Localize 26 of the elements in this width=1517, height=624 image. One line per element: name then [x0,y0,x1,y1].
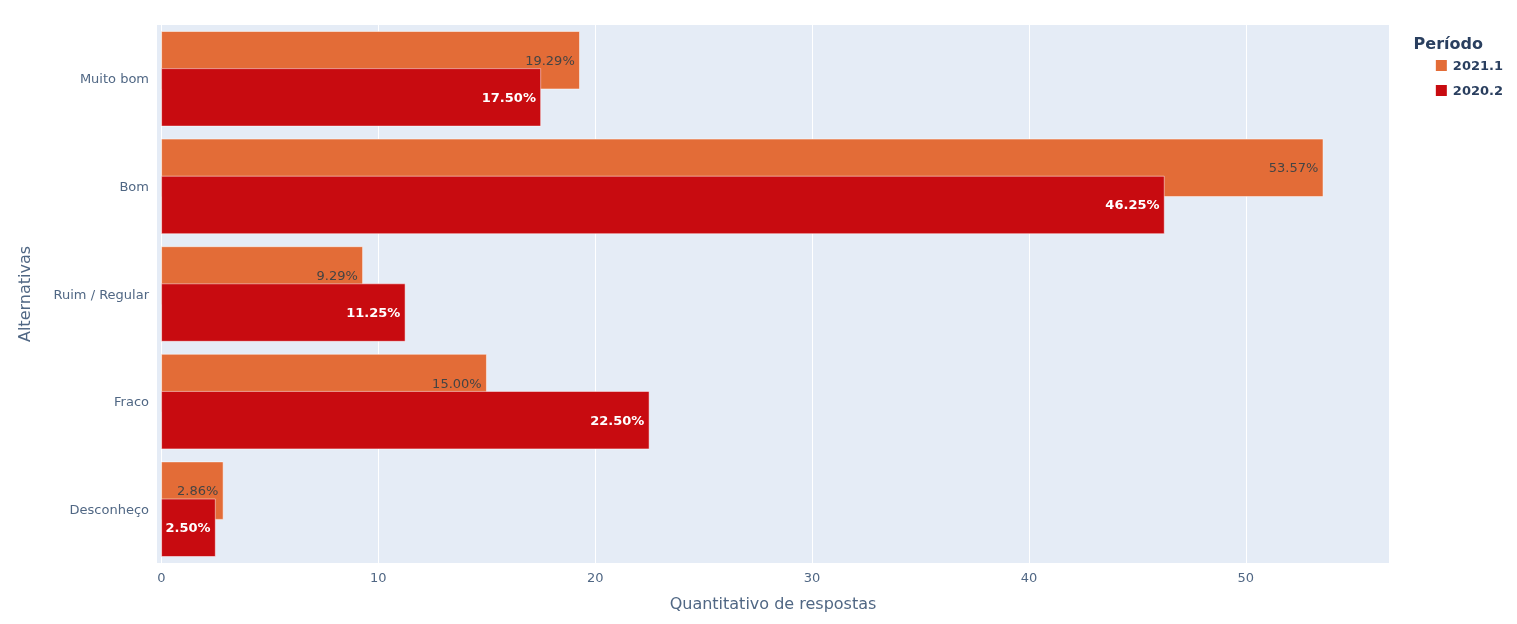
legend-title: Período [1413,33,1484,53]
x-tick-label: 30 [803,570,821,585]
y-tick-label: Bom [119,178,149,194]
x-tick-label: 40 [1020,570,1038,585]
y-tick-label: Ruim / Regular [53,286,150,302]
y-tick-label: Fraco [114,394,150,410]
data-label: 46.25% [1105,197,1160,213]
x-tick-label: 50 [1237,570,1255,585]
data-label: 11.25% [346,305,401,321]
legend-label: 2021.1 [1452,58,1504,73]
data-label: 19.29% [525,52,575,68]
x-tick-label: 20 [586,570,604,585]
data-label: 15.00% [432,375,482,391]
x-tick-label: 0 [157,570,166,585]
y-axis-title: Alternativas [14,245,34,343]
y-tick-label: Desconheço [69,501,150,517]
data-label: 53.57% [1268,160,1319,176]
data-label: 9.29% [316,267,358,283]
y-tick-label: Muito bom [79,71,149,87]
data-label: 22.50% [590,412,645,428]
data-label: 2.86% [177,483,219,499]
legend-label: 2020.2 [1452,83,1504,98]
x-tick-label: 10 [369,570,387,585]
data-label: 2.50% [165,520,211,536]
data-label: 17.50% [481,89,536,105]
x-axis-title: Quantitativo de respostas [669,593,877,613]
